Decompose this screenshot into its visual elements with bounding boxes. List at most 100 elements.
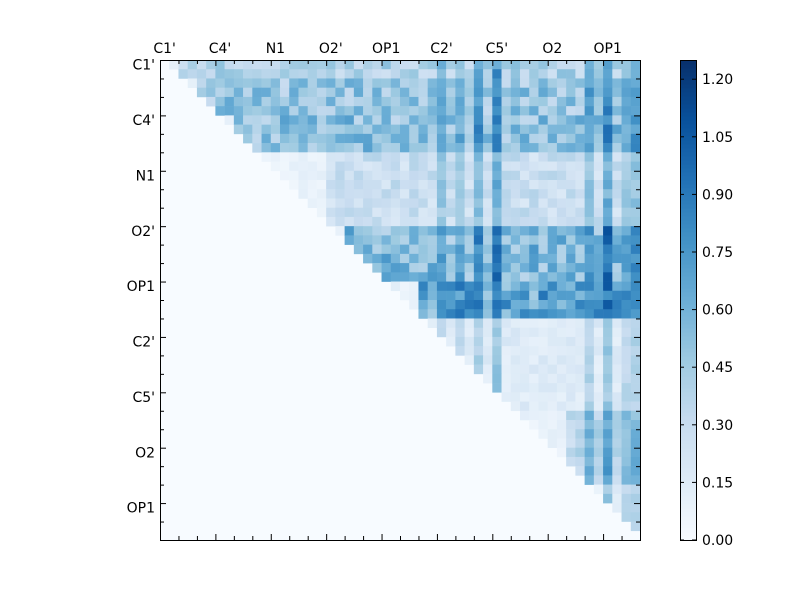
heatmap-cell <box>233 78 244 88</box>
heatmap-cell <box>510 281 521 292</box>
colorbar-segment <box>680 376 696 381</box>
colorbar-segment <box>680 228 696 233</box>
heatmap-cell <box>566 272 576 282</box>
heatmap-cell <box>483 161 493 172</box>
heatmap-cell <box>593 216 604 227</box>
heatmap-cell <box>593 355 604 365</box>
heatmap-cell <box>603 327 613 338</box>
x-tick-label: O2' <box>319 41 343 57</box>
heatmap-cell <box>612 60 622 70</box>
heatmap-cell <box>584 346 595 356</box>
heatmap-cell <box>630 253 641 264</box>
heatmap-cell <box>418 226 428 236</box>
heatmap-cell <box>372 161 382 172</box>
heatmap-cell <box>547 161 558 172</box>
heatmap-cell <box>381 253 392 264</box>
heatmap-cell <box>566 96 576 107</box>
heatmap-cell <box>344 60 355 70</box>
heatmap-cell <box>621 69 632 79</box>
heatmap-cell <box>316 189 327 199</box>
heatmap-cell <box>270 69 281 79</box>
heatmap-cell <box>436 244 447 255</box>
heatmap-cell <box>344 170 355 181</box>
heatmap-cell <box>363 244 373 255</box>
heatmap-cell <box>510 207 521 218</box>
heatmap-cell <box>436 253 447 264</box>
heatmap-cell <box>529 281 539 292</box>
heatmap-cell <box>298 124 308 135</box>
colorbar-segment <box>680 496 696 501</box>
heatmap-cell <box>630 355 641 365</box>
heatmap-cell <box>483 170 493 181</box>
heatmap-cell <box>427 272 438 282</box>
heatmap-cell <box>492 244 502 255</box>
heatmap-cell <box>584 355 595 365</box>
heatmap-cell <box>566 244 576 255</box>
heatmap-cell <box>547 401 558 412</box>
heatmap-cell <box>621 244 632 255</box>
heatmap-cell <box>556 281 567 292</box>
heatmap-cell <box>556 401 567 412</box>
heatmap-cell <box>510 383 521 393</box>
heatmap-cell <box>575 244 585 255</box>
heatmap-cell <box>381 96 392 107</box>
heatmap-cell <box>547 96 558 107</box>
heatmap-cell <box>409 96 419 107</box>
colorbar-segment <box>680 304 696 309</box>
heatmap-cell <box>501 207 512 218</box>
heatmap-cell <box>446 300 456 310</box>
heatmap-cell <box>603 170 613 181</box>
heatmap-cell <box>556 364 567 375</box>
heatmap-cell <box>353 226 364 236</box>
heatmap-cell <box>520 115 530 125</box>
heatmap-cell <box>233 87 244 98</box>
heatmap-cell <box>363 60 373 70</box>
heatmap-cell <box>584 392 595 402</box>
heatmap-cell <box>510 327 521 338</box>
heatmap-cell <box>243 96 253 107</box>
heatmap-cell <box>473 281 484 292</box>
colorbar-segment <box>680 156 696 161</box>
heatmap-cell <box>584 336 595 347</box>
heatmap-cell <box>556 115 567 125</box>
colorbar-segment <box>680 468 696 473</box>
heatmap-cell <box>483 263 493 273</box>
heatmap-cell <box>455 207 465 218</box>
heatmap-cell <box>400 78 410 88</box>
heatmap-cell <box>538 346 548 356</box>
heatmap-cell <box>593 115 604 125</box>
heatmap-cell <box>510 235 521 245</box>
heatmap-cell <box>510 309 521 319</box>
heatmap-cell <box>566 318 576 328</box>
heatmap-cell <box>556 96 567 107</box>
heatmap-cell <box>261 143 272 153</box>
heatmap-cell <box>529 152 539 162</box>
heatmap-cell <box>390 78 401 88</box>
heatmap-cell <box>492 96 502 107</box>
x-tick-labels: C1' C4' N1 O2' OP1 C2' C5' O2 OP1 <box>153 41 622 57</box>
heatmap-cell <box>344 216 355 227</box>
heatmap-cell <box>436 235 447 245</box>
heatmap-cell <box>510 244 521 255</box>
heatmap-cell <box>510 373 521 384</box>
heatmap-cell <box>473 309 484 319</box>
heatmap-cell <box>612 143 622 153</box>
colorbar-segment <box>680 532 696 537</box>
heatmap-cell <box>483 281 493 292</box>
heatmap-cell <box>464 106 475 116</box>
heatmap-cell <box>593 420 604 430</box>
heatmap-cell <box>538 410 548 421</box>
heatmap-cell <box>418 87 428 98</box>
heatmap-cell <box>520 124 530 135</box>
heatmap-cell <box>483 69 493 79</box>
heatmap-cell <box>603 263 613 273</box>
heatmap-cell <box>501 78 512 88</box>
heatmap-cells <box>160 60 641 540</box>
heatmap-cell <box>556 198 567 208</box>
heatmap-cell <box>547 373 558 384</box>
heatmap-cell <box>446 207 456 218</box>
heatmap-cell <box>372 253 382 264</box>
heatmap-cell <box>400 180 410 190</box>
heatmap-cell <box>630 300 641 310</box>
colorbar-segment <box>680 76 696 81</box>
